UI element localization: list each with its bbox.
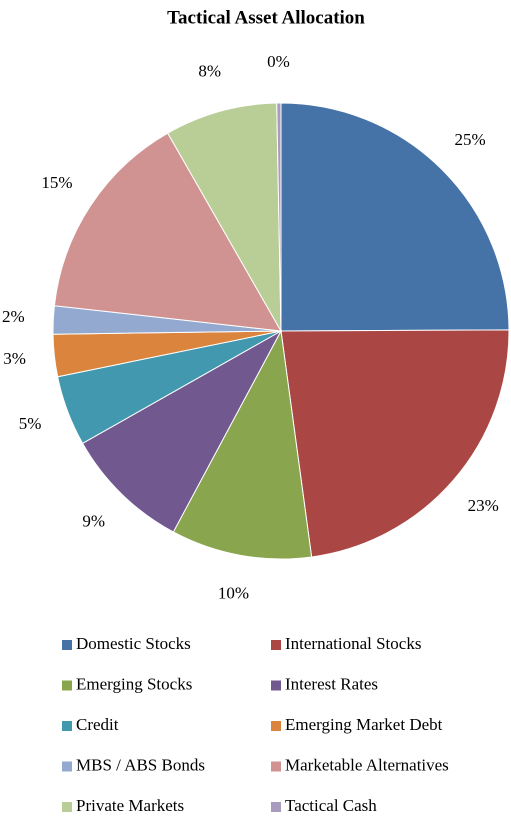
legend-swatch — [271, 680, 281, 691]
data-label: 8% — [198, 62, 221, 81]
pie-slice — [81, 329, 283, 533]
legend-label: Emerging Stocks — [76, 674, 192, 693]
legend-label: Interest Rates — [285, 674, 378, 693]
legend-label: Domestic Stocks — [76, 634, 191, 653]
legend-swatch — [271, 761, 281, 772]
legend-label: Marketable Alternatives — [285, 755, 449, 774]
pie-slice — [167, 102, 282, 332]
legend-swatch — [271, 802, 281, 812]
legend-swatch — [62, 680, 72, 691]
legend-swatch — [271, 640, 281, 650]
data-label: 15% — [41, 173, 72, 192]
legend-swatch — [62, 721, 72, 731]
legend-swatch — [62, 640, 72, 650]
legend-label: Tactical Cash — [285, 796, 377, 814]
data-label: 9% — [82, 512, 105, 531]
pie-slice — [280, 329, 510, 558]
legend-swatch — [271, 721, 281, 731]
chart-title: Tactical Asset Allocation — [167, 7, 365, 28]
pie-slice — [276, 102, 282, 332]
pie-slice — [280, 102, 510, 332]
data-label: 5% — [19, 414, 42, 433]
legend-swatch — [62, 761, 72, 772]
legend-swatch — [62, 802, 72, 812]
data-label: 2% — [2, 307, 25, 326]
legend-label: Emerging Market Debt — [285, 715, 443, 734]
legend-label: Private Markets — [76, 796, 184, 814]
legend-label: Credit — [76, 715, 119, 734]
data-label: 23% — [468, 496, 499, 515]
pie-slice — [53, 132, 282, 332]
legend-label: MBS / ABS Bonds — [76, 755, 205, 774]
data-label: 25% — [454, 130, 485, 149]
data-label: 3% — [3, 349, 26, 368]
legend-label: International Stocks — [285, 634, 421, 653]
pie-slice — [172, 329, 313, 560]
data-label: 10% — [218, 584, 249, 603]
data-label: 0% — [267, 52, 290, 71]
